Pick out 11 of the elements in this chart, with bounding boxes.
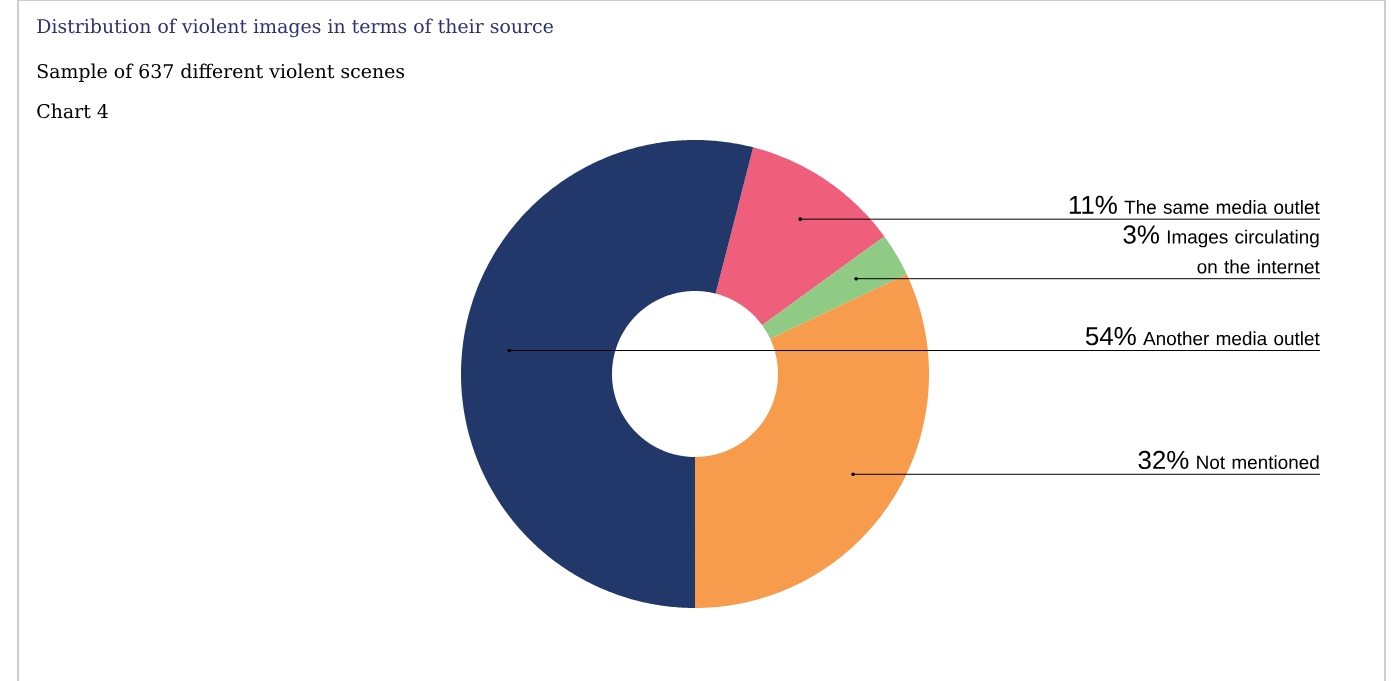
data-label: 11%: [1069, 195, 1117, 214]
text: Sample of 637 different violent scenes: [37, 63, 405, 82]
slice-label: Images circulating on the internet: [1167, 229, 1320, 274]
text: Distribution of violent images in terms of their source: [37, 18, 553, 38]
data-label: 32%: [1138, 450, 1189, 470]
slice-label: Another media outlet: [1143, 331, 1320, 346]
caption: Chart 4: [37, 103, 108, 119]
data-label: 3%: [1123, 225, 1159, 244]
data-label: 54%: [1085, 327, 1136, 346]
slice-label: Not mentioned: [1197, 455, 1319, 470]
slice-label: The same media outlet: [1124, 200, 1320, 214]
